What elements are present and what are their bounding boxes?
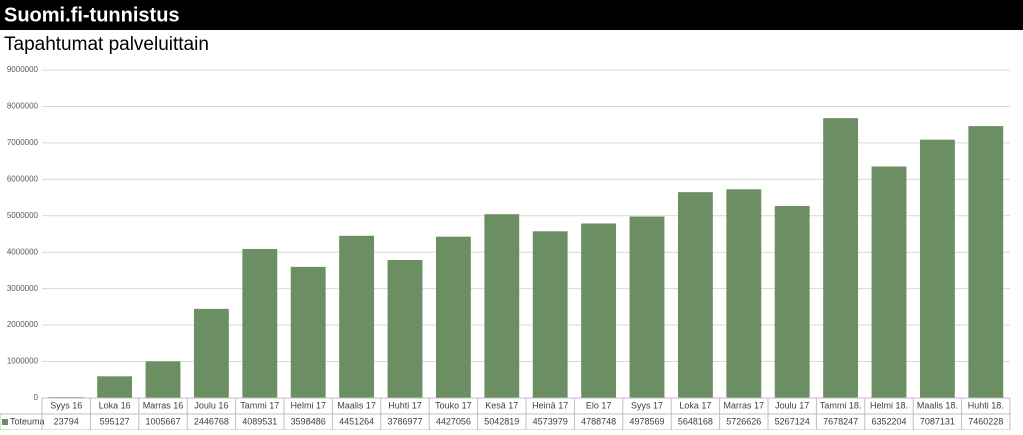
- bar: [774, 206, 810, 398]
- y-tick-label: 4000000: [7, 247, 39, 256]
- bar: [339, 235, 375, 398]
- table-value: 4573979: [533, 416, 568, 426]
- bar: [968, 126, 1004, 398]
- x-tick-label: Helmi 18.: [870, 400, 908, 410]
- x-tick-label: Maalis 17: [337, 400, 376, 410]
- x-tick-label: Syys 17: [631, 400, 663, 410]
- header-bar: [0, 0, 1023, 30]
- table-value: 7678247: [823, 416, 858, 426]
- legend-label: Toteuma: [10, 416, 45, 426]
- bar: [919, 139, 955, 399]
- y-tick-label: 1000000: [7, 357, 39, 366]
- table-value: 5648168: [678, 416, 713, 426]
- y-tick-label: 0: [34, 393, 39, 402]
- y-tick-label: 8000000: [7, 102, 39, 111]
- legend-swatch: [2, 419, 8, 425]
- bar: [435, 236, 471, 398]
- table-value: 23794: [54, 416, 79, 426]
- x-tick-label: Joulu 16: [194, 400, 228, 410]
- table-value: 4978569: [629, 416, 664, 426]
- x-tick-label: Huhti 17: [388, 400, 422, 410]
- bar: [290, 266, 326, 398]
- table-value: 4089531: [242, 416, 277, 426]
- chart-title: Tapahtumat palveluittain: [4, 34, 209, 55]
- bar: [726, 189, 762, 398]
- table-value: 5726626: [726, 416, 761, 426]
- bar: [532, 231, 568, 398]
- table-value: 1005667: [145, 416, 180, 426]
- y-tick-label: 7000000: [7, 138, 39, 147]
- x-tick-label: Kesä 17: [485, 400, 518, 410]
- x-tick-label: Joulu 17: [775, 400, 809, 410]
- table-value: 2446768: [194, 416, 229, 426]
- x-tick-label: Maalis 18.: [917, 400, 958, 410]
- table-value: 5042819: [484, 416, 519, 426]
- table-value: 5267124: [775, 416, 810, 426]
- bar: [193, 308, 229, 398]
- x-tick-label: Marras 17: [724, 400, 765, 410]
- table-value: 3786977: [387, 416, 422, 426]
- x-tick-label: Syys 16: [50, 400, 82, 410]
- table-value: 6352204: [871, 416, 906, 426]
- x-tick-label: Loka 16: [99, 400, 131, 410]
- y-tick-label: 6000000: [7, 174, 39, 183]
- bar: [242, 248, 278, 398]
- bar: [823, 118, 859, 398]
- table-value: 4788748: [581, 416, 616, 426]
- x-tick-label: Touko 17: [435, 400, 472, 410]
- x-tick-label: Helmi 17: [290, 400, 326, 410]
- x-tick-label: Loka 17: [679, 400, 711, 410]
- x-tick-label: Tammi 18.: [820, 400, 862, 410]
- y-tick-label: 9000000: [7, 65, 39, 74]
- table-value: 7087131: [920, 416, 955, 426]
- x-tick-label: Heinä 17: [532, 400, 568, 410]
- table-value: 7460228: [968, 416, 1003, 426]
- y-tick-label: 2000000: [7, 320, 39, 329]
- bar: [484, 214, 520, 398]
- table-value: 3598486: [291, 416, 326, 426]
- x-tick-label: Huhti 18.: [968, 400, 1004, 410]
- bar: [629, 216, 665, 398]
- bar: [581, 223, 617, 398]
- bar: [387, 259, 423, 398]
- table-value: 4427056: [436, 416, 471, 426]
- bar: [145, 361, 181, 398]
- y-tick-label: 3000000: [7, 284, 39, 293]
- bar: [677, 192, 713, 398]
- x-tick-label: Marras 16: [143, 400, 184, 410]
- table-value: 4451264: [339, 416, 374, 426]
- bar: [97, 376, 133, 398]
- header-title: Suomi.fi-tunnistus: [4, 4, 180, 26]
- x-tick-label: Elo 17: [586, 400, 612, 410]
- table-value: 595127: [100, 416, 130, 426]
- bar: [871, 166, 907, 398]
- x-tick-label: Tammi 17: [240, 400, 279, 410]
- y-tick-label: 5000000: [7, 211, 39, 220]
